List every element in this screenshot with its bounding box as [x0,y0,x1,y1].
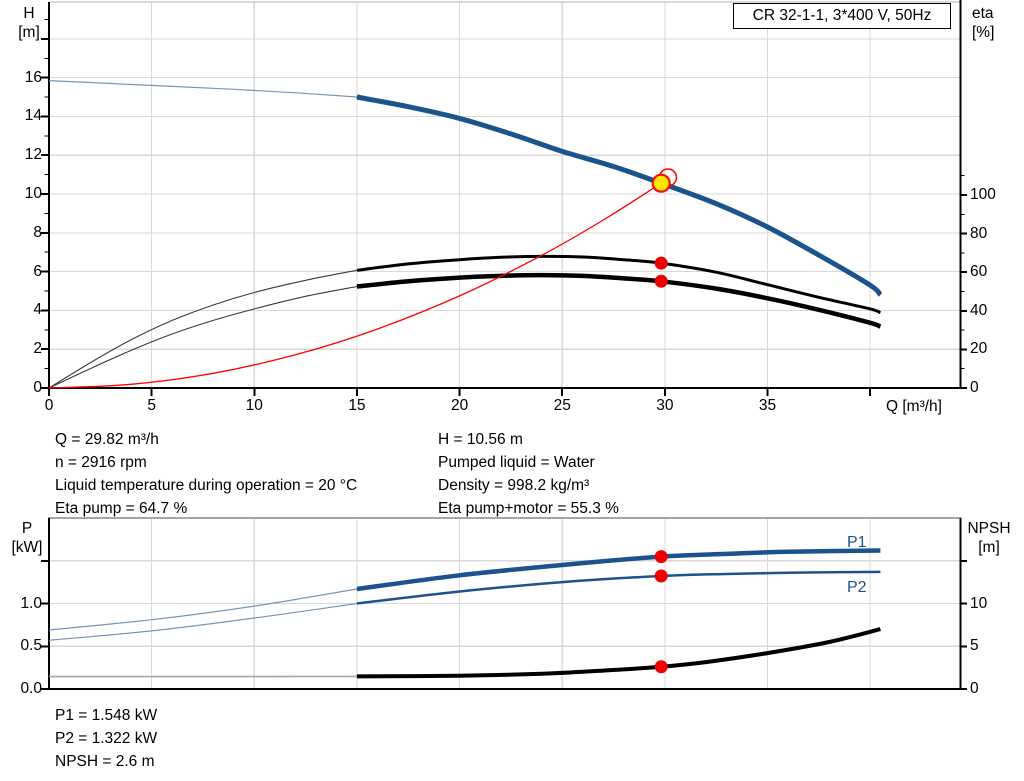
power-info: P1 = 1.548 kW P2 = 1.322 kW NPSH = 2.6 m [55,704,157,773]
npsh-tick-label: 10 [970,594,988,612]
q-tick-label: 15 [348,397,366,414]
eta-tick-label: 60 [970,263,988,281]
npsh-curve [356,627,881,679]
h-tick-label: 8 [33,223,42,241]
p1-curve-thin [48,588,357,631]
p-axis-title: P [kW] [11,520,43,556]
p-tick-label: 0.0 [20,680,42,697]
info-speed: n = 2916 rpm [55,454,147,471]
eta-axis-title: eta [%] [972,5,995,41]
h-tick-label: 6 [33,262,42,280]
p1-curve-label: P1 [847,534,867,551]
info-liquid-temp: Liquid temperature during operation = 20… [55,477,358,494]
npsh-axis-title: NPSH [m] [967,520,1011,556]
h-tick-label: 14 [24,107,42,125]
eta-tick-label: 0 [970,379,979,396]
q-tick-label: 0 [44,397,54,414]
p2-curve-label: P2 [847,579,867,596]
npsh-tick-label: 5 [970,637,979,655]
p2-curve-thin [48,602,357,641]
eta-tick-label: 20 [970,340,988,358]
duty-info-right: H = 10.56 m Pumped liquid = Water Densit… [438,428,619,520]
p2-curve [356,570,881,605]
h-tick-label: 4 [33,301,42,319]
eta-pump-motor-curve-thin [48,285,358,389]
info-q: Q = 29.82 m³/h [55,431,159,448]
h-tick-label: 12 [24,146,42,164]
p-tick-label: 0.5 [20,637,42,655]
info-h: H = 10.56 m [438,431,523,448]
pump-title: CR 32-1-1, 3*400 V, 50Hz [752,7,932,24]
q-tick-label: 20 [450,397,469,414]
info-pumped-liquid: Pumped liquid = Water [438,454,595,471]
h-curve [356,94,883,297]
eta-tick-label: 100 [970,186,996,203]
operating-point-dot [654,550,668,564]
p1-curve [356,548,881,592]
pump-title-box: CR 32-1-1, 3*400 V, 50Hz [733,3,951,29]
info-eta-pump-motor: Eta pump+motor = 55.3 % [438,500,619,517]
q-tick-label: 25 [553,397,571,414]
info-p1: P1 = 1.548 kW [55,707,158,724]
operating-point-dot [654,256,668,270]
eta-tick-label: 80 [970,224,988,242]
info-npsh: NPSH = 2.6 m [55,753,155,770]
q-tick-label: 30 [656,397,674,414]
operating-point-dot [654,569,668,583]
q-tick-label: 35 [758,397,777,414]
info-eta-pump: Eta pump = 64.7 % [55,500,188,517]
h-tick-label: 16 [24,68,42,86]
q-tick-label: 5 [147,397,156,414]
duty-info-left: Q = 29.82 m³/h n = 2916 rpm Liquid tempe… [55,428,357,520]
eta-pump-curve-thin [48,269,358,389]
h-curve-thin [48,80,357,98]
q-axis-title: Q [m³/h] [886,398,942,415]
h-tick-label: 2 [33,340,42,358]
eta-tick-label: 40 [970,301,988,319]
eta-pump-motor-curve [356,272,882,329]
p-tick-label: 1.0 [20,594,42,612]
info-p2: P2 = 1.322 kW [55,730,158,747]
h-tick-label: 0 [33,379,42,396]
q-tick-label: 10 [245,397,263,414]
duty-point-marker[interactable] [651,173,671,193]
info-density: Density = 998.2 kg/m³ [438,477,590,494]
h-axis-title: H [m] [18,5,40,41]
npsh-tick-label: 0 [970,680,979,697]
operating-point-dot [654,274,668,288]
operating-point-dot [654,660,668,674]
h-tick-label: 10 [24,185,42,203]
system-curve [48,182,662,389]
eta-pump-curve [356,254,882,315]
